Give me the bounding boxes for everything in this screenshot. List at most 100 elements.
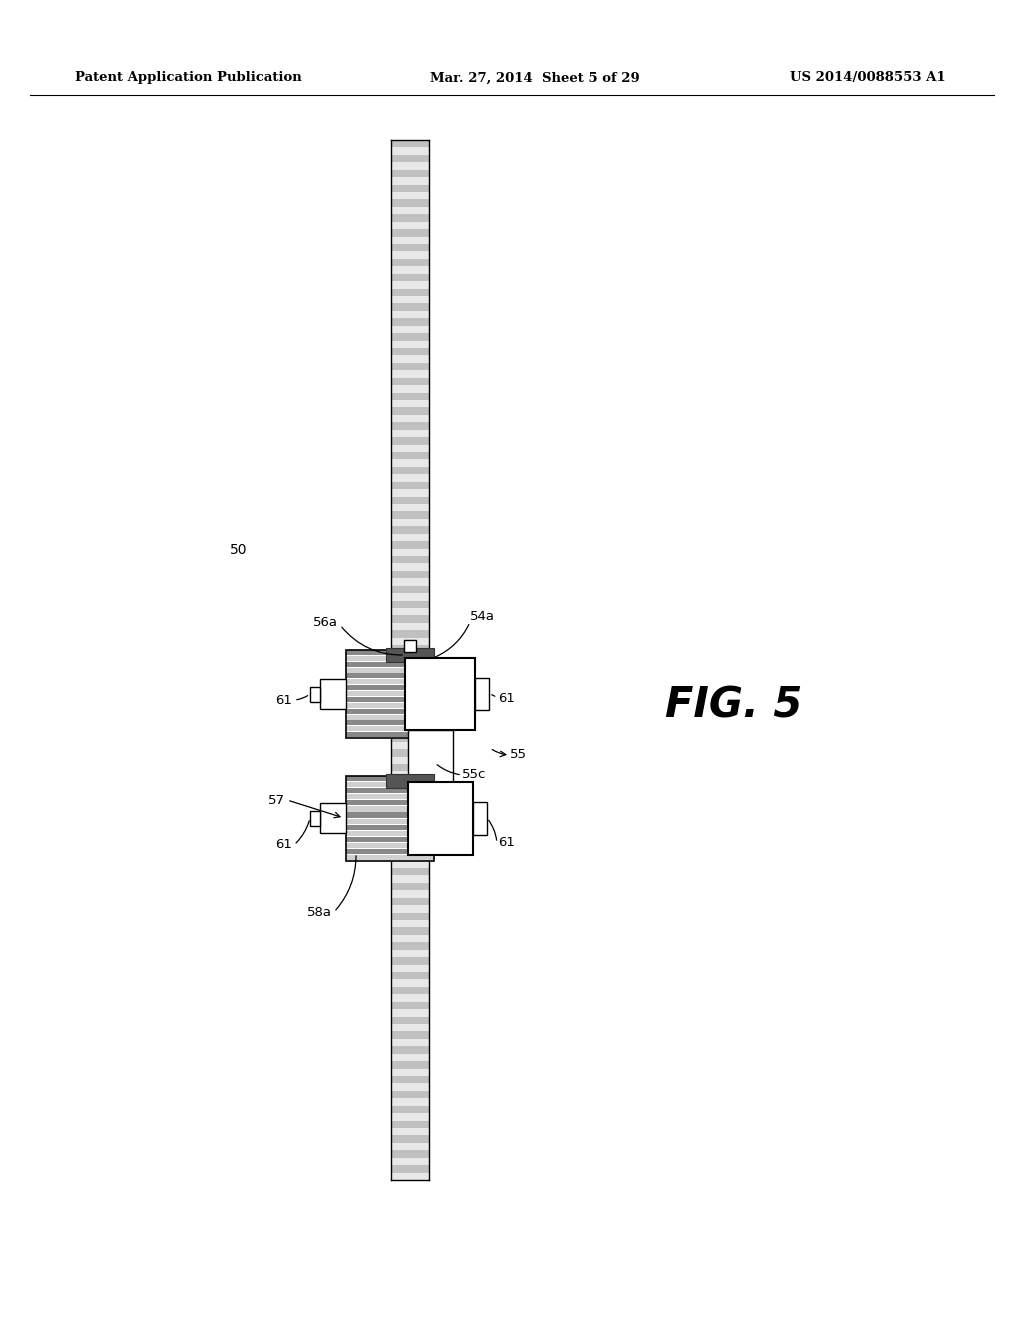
Bar	[391, 408, 429, 414]
Bar	[346, 668, 434, 673]
Bar	[346, 776, 434, 861]
Bar	[391, 170, 429, 177]
Bar	[391, 148, 429, 154]
Bar	[391, 1172, 429, 1180]
Bar	[391, 414, 429, 422]
Bar	[391, 668, 429, 675]
Bar	[391, 236, 429, 244]
Bar	[391, 750, 429, 756]
Bar	[346, 842, 434, 847]
Bar	[346, 812, 434, 817]
Bar	[391, 400, 429, 408]
Text: 56a: 56a	[313, 615, 338, 628]
Bar	[391, 1129, 429, 1135]
Bar	[346, 776, 434, 781]
Bar	[391, 853, 429, 861]
Bar	[319, 678, 346, 709]
Bar	[346, 661, 434, 667]
Text: 55c: 55c	[462, 768, 486, 781]
Bar	[391, 846, 429, 853]
Bar	[391, 727, 429, 734]
Bar	[391, 883, 429, 890]
Bar	[391, 586, 429, 593]
Bar	[346, 800, 434, 805]
Bar	[391, 490, 429, 496]
Bar	[319, 803, 346, 833]
Bar	[391, 1002, 429, 1010]
Bar	[391, 341, 429, 348]
Bar	[391, 467, 429, 474]
Bar	[391, 496, 429, 504]
Bar	[391, 793, 429, 801]
Bar	[406, 657, 475, 730]
Bar	[391, 987, 429, 994]
Bar	[346, 830, 434, 836]
Bar	[391, 623, 429, 630]
Bar	[391, 289, 429, 296]
Bar	[391, 652, 429, 660]
Bar	[391, 638, 429, 645]
Bar	[391, 333, 429, 341]
Bar	[391, 259, 429, 267]
Bar	[391, 1061, 429, 1069]
Bar	[391, 549, 429, 556]
Bar	[473, 803, 487, 834]
Bar	[391, 928, 429, 935]
Bar	[391, 511, 429, 519]
Bar	[391, 378, 429, 385]
Bar	[391, 281, 429, 289]
Bar	[391, 942, 429, 949]
Bar	[391, 348, 429, 355]
Bar	[346, 788, 434, 793]
Bar	[391, 1113, 429, 1121]
Bar	[391, 304, 429, 310]
Text: US 2014/0088553 A1: US 2014/0088553 A1	[790, 71, 945, 84]
Bar	[391, 355, 429, 363]
Bar	[346, 680, 434, 684]
Bar	[346, 697, 434, 702]
Text: 58a: 58a	[307, 906, 332, 919]
Bar	[346, 855, 434, 861]
Bar	[346, 837, 434, 842]
Bar	[391, 838, 429, 846]
Bar	[391, 906, 429, 912]
Bar	[386, 774, 434, 788]
Bar	[346, 649, 434, 738]
Bar	[391, 504, 429, 511]
Bar	[391, 801, 429, 809]
Bar	[391, 1135, 429, 1143]
Text: FIG. 5: FIG. 5	[665, 684, 803, 726]
Bar	[391, 675, 429, 682]
Text: 57: 57	[268, 793, 285, 807]
Bar	[391, 898, 429, 906]
Bar	[346, 692, 434, 696]
Bar	[408, 781, 473, 855]
Bar	[391, 1098, 429, 1106]
Bar	[346, 795, 434, 800]
Bar	[391, 771, 429, 779]
Text: 61: 61	[498, 692, 515, 705]
Bar	[391, 875, 429, 883]
Bar	[391, 527, 429, 533]
Bar	[404, 640, 416, 652]
Text: Patent Application Publication: Patent Application Publication	[75, 71, 302, 84]
Bar	[391, 371, 429, 378]
Bar	[391, 437, 429, 445]
Bar	[346, 825, 434, 830]
Bar	[391, 296, 429, 304]
Bar	[391, 935, 429, 942]
Bar	[391, 787, 429, 793]
Bar	[391, 363, 429, 371]
Bar	[391, 310, 429, 318]
Bar	[391, 1031, 429, 1039]
Bar	[391, 890, 429, 898]
Bar	[391, 222, 429, 230]
Bar	[391, 779, 429, 787]
Bar	[391, 318, 429, 326]
Bar	[391, 711, 429, 719]
Bar	[391, 273, 429, 281]
Bar	[391, 207, 429, 214]
Text: 61: 61	[275, 693, 292, 706]
Bar	[346, 807, 434, 812]
Bar	[475, 678, 489, 710]
